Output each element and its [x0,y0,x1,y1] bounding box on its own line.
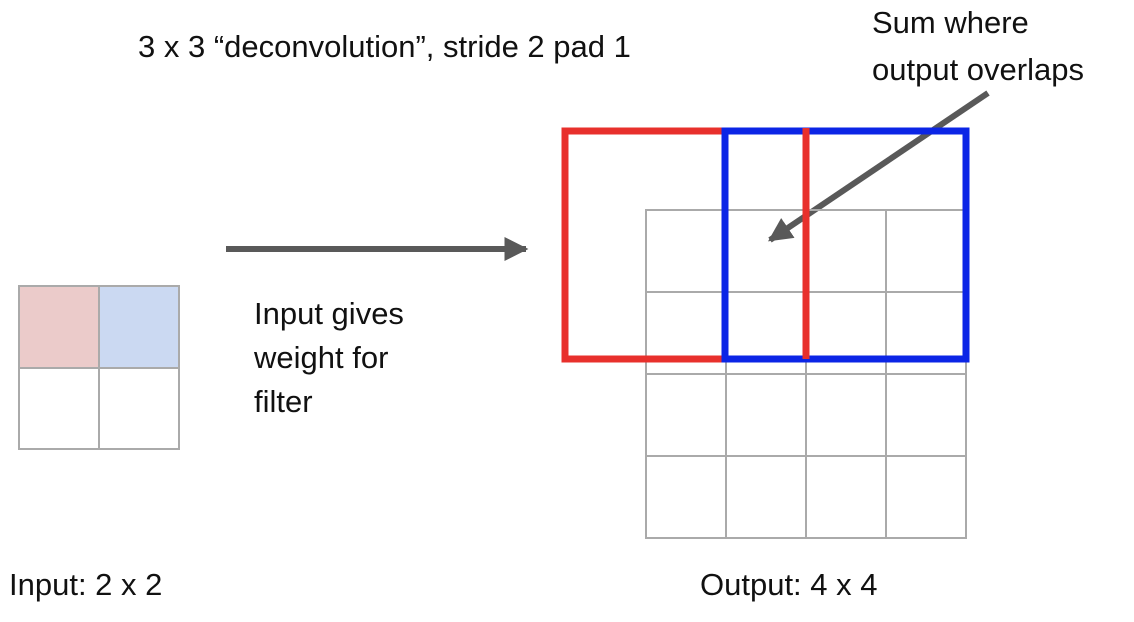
description-line-3: filter [254,384,313,419]
input-cell-top-left [18,285,100,369]
input-cell-bottom-right [98,367,180,450]
annotation-line-1: Sum where [872,5,1029,40]
diagram-title: 3 x 3 “deconvolution”, stride 2 pad 1 [138,29,631,64]
output-label: Output: 4 x 4 [700,567,878,602]
annotation-line-2: output overlaps [872,52,1084,87]
blue-filter-box [721,127,970,363]
input-grid [18,285,180,450]
red-filter-box [561,127,810,363]
input-cell-bottom-left [18,367,100,450]
description-line-2: weight for [253,340,388,375]
input-cell-top-right [98,285,180,369]
description-line-1: Input gives [254,296,404,331]
input-label: Input: 2 x 2 [9,567,162,602]
